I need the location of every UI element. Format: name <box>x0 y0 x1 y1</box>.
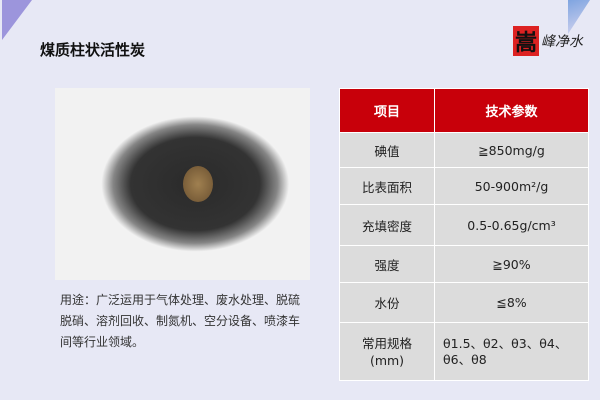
page-title: 煤质柱状活性炭 <box>40 41 146 59</box>
coin <box>183 166 213 202</box>
table-row: 常用规格 (mm) θ1.5、θ2、θ3、θ4、θ6、θ8 <box>339 322 589 381</box>
cell-value: 50-900m²/g <box>434 167 589 205</box>
cell-item: 碘值 <box>339 132 435 168</box>
table-row: 强度 ≧90% <box>339 245 589 283</box>
table-row: 水份 ≦8% <box>339 282 589 323</box>
logo-seal: 嵩 <box>513 26 539 56</box>
spec-table: 项目 技术参数 碘值 ≧850mg/g 比表面积 50-900m²/g 充填密度 0.… <box>339 88 589 381</box>
cell-item: 强度 <box>339 245 435 283</box>
cell-item: 水份 <box>339 282 435 323</box>
cell-value: 0.5-0.65g/cm³ <box>434 204 589 246</box>
cell-value: θ1.5、θ2、θ3、θ4、θ6、θ8 <box>434 322 589 381</box>
corner-decoration <box>2 0 32 40</box>
product-photo <box>55 88 310 280</box>
cell-value: ≦8% <box>434 282 589 323</box>
table-row: 比表面积 50-900m²/g <box>339 167 589 205</box>
table-header: 项目 技术参数 <box>339 88 589 133</box>
usage-description: 用途：广泛运用于气体处理、废水处理、脱硫脱硝、溶剂回收、制氮机、空分设备、喷漆车… <box>60 293 301 349</box>
header-item: 项目 <box>339 88 435 133</box>
cell-item: 常用规格 (mm) <box>339 322 435 381</box>
logo: 嵩 峰净水 <box>513 26 583 56</box>
table-row: 充填密度 0.5-0.65g/cm³ <box>339 204 589 246</box>
header-value: 技术参数 <box>434 88 589 133</box>
table-row: 碘值 ≧850mg/g <box>339 132 589 168</box>
cell-item: 比表面积 <box>339 167 435 205</box>
cell-value: ≧90% <box>434 245 589 283</box>
cell-value: ≧850mg/g <box>434 132 589 168</box>
cell-item: 充填密度 <box>339 204 435 246</box>
logo-text: 峰净水 <box>541 34 583 50</box>
